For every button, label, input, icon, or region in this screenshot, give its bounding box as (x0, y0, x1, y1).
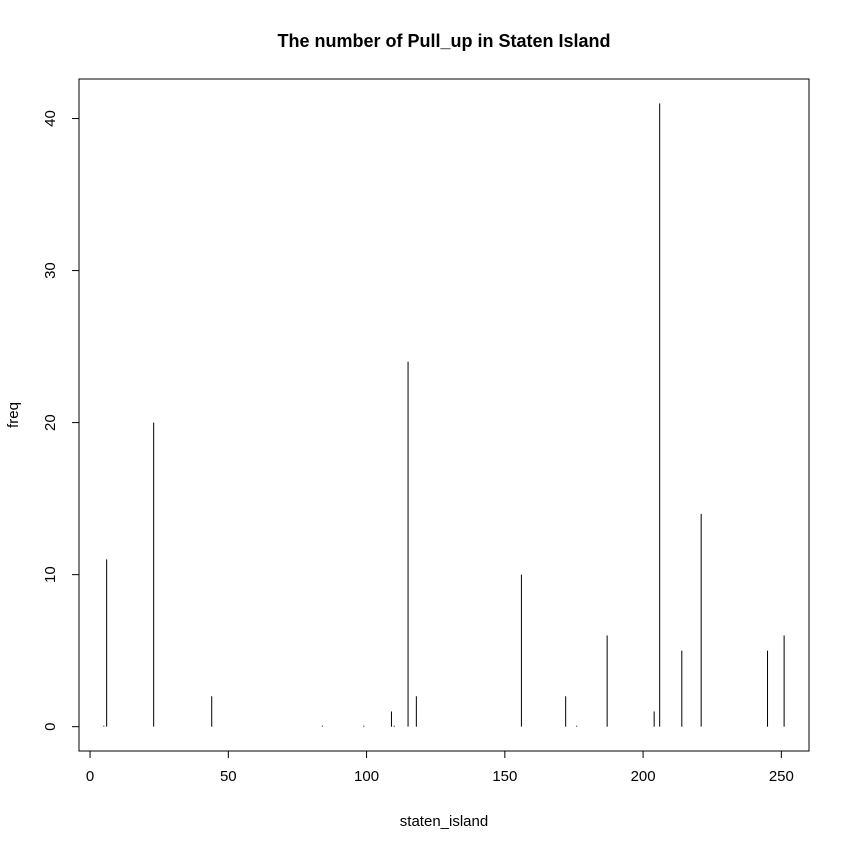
bars (103, 103, 785, 727)
x-tick-label: 50 (220, 768, 237, 785)
x-tick-label: 100 (354, 768, 379, 785)
y-axis-label: freq (5, 402, 22, 428)
x-axis: 0 50 100 150 200 250 (86, 750, 794, 785)
y-tick-label: 10 (42, 566, 59, 583)
x-tick-label: 250 (769, 768, 794, 785)
plot-frame (78, 78, 810, 752)
y-tick-label: 40 (42, 110, 59, 127)
y-tick-label: 30 (42, 262, 59, 279)
x-axis-label: staten_island (400, 813, 488, 830)
x-tick-label: 200 (631, 768, 656, 785)
x-tick-label: 0 (86, 768, 94, 785)
y-tick-label: 20 (42, 414, 59, 431)
x-tick-label: 150 (492, 768, 517, 785)
y-axis: 0 10 20 30 40 (42, 110, 80, 731)
chart-title: The number of Pull_up in Staten Island (277, 31, 610, 51)
y-tick-label: 0 (42, 723, 59, 731)
